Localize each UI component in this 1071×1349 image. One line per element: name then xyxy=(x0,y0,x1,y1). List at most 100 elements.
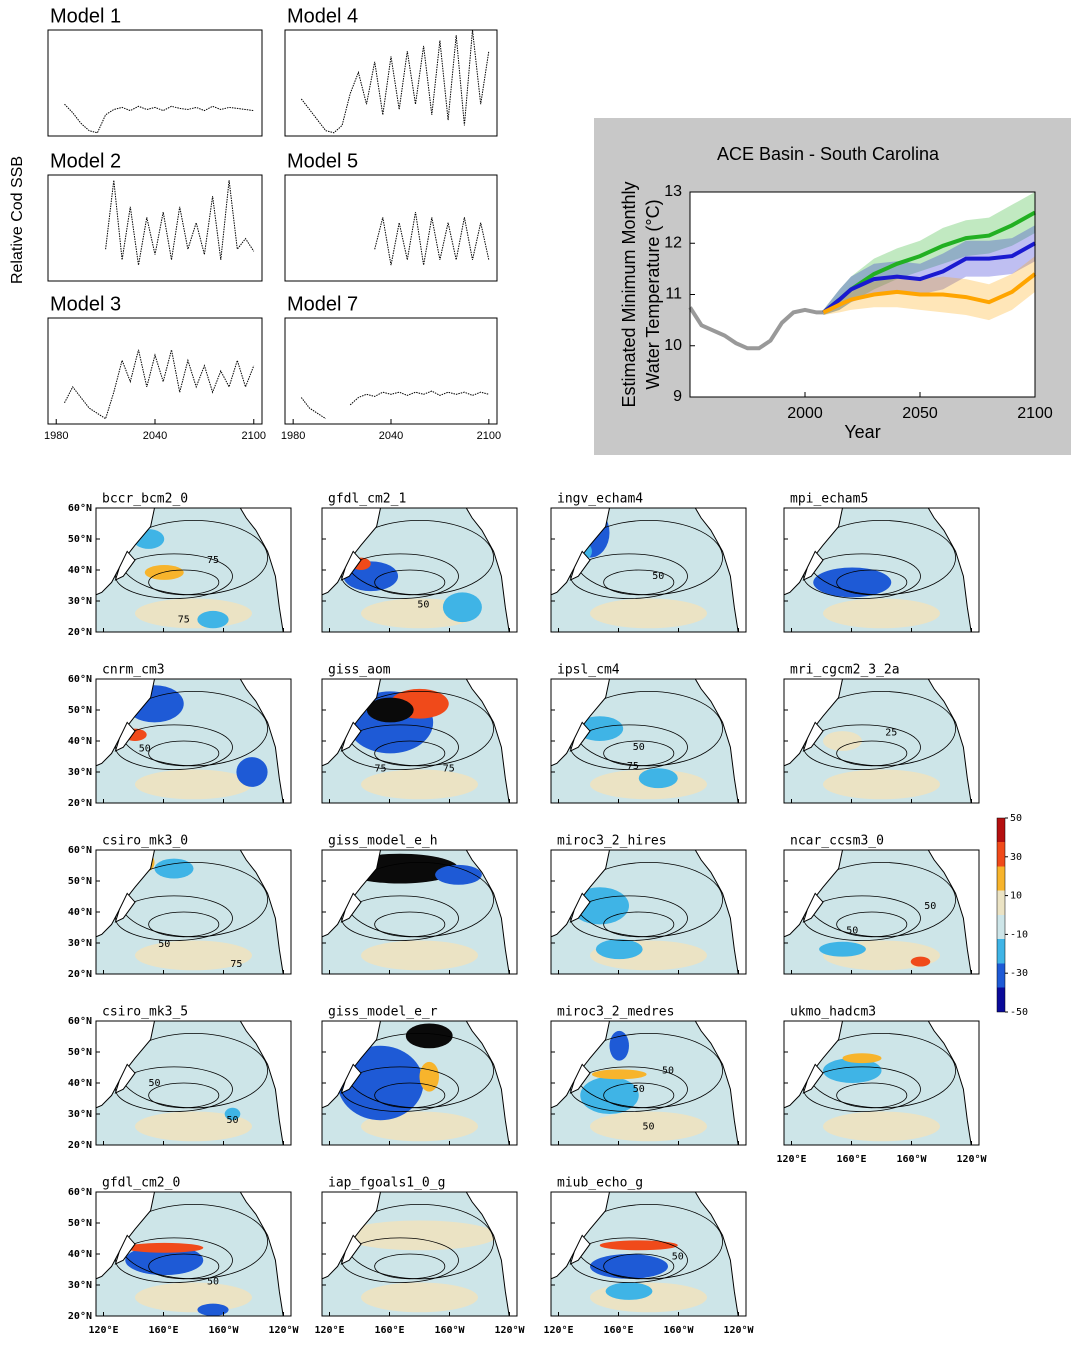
map-title: giss_model_e_h xyxy=(328,834,438,849)
colorbar xyxy=(996,817,1006,1013)
lat-tick-label: 40°N xyxy=(68,1078,92,1089)
y-axis-label: Water Temperature (°C) xyxy=(643,199,663,389)
contour-label: 50 xyxy=(417,600,429,611)
map-title: giss_aom xyxy=(328,663,391,678)
anomaly-patch xyxy=(638,768,678,789)
series-line xyxy=(300,390,489,420)
anomaly-patch xyxy=(405,1023,453,1049)
anomaly-patch xyxy=(823,598,940,629)
anomaly-patch xyxy=(135,940,252,971)
land xyxy=(340,1234,362,1265)
map-panel: giss_aom 75 75 xyxy=(321,663,518,804)
panel-title: Model 4 xyxy=(287,5,358,27)
map-title: giss_model_e_r xyxy=(328,1005,438,1020)
land xyxy=(694,679,746,803)
lat-tick-label: 20°N xyxy=(68,1311,92,1322)
chart-title: ACE Basin - South Carolina xyxy=(717,144,940,164)
anomaly-patch xyxy=(580,1076,639,1114)
lat-tick-label: 60°N xyxy=(68,845,92,856)
x-tick-label: 2100 xyxy=(242,430,266,442)
colorbar-tick-label: 50 xyxy=(1010,813,1022,824)
x-tick-label: 2000 xyxy=(787,405,823,422)
contour xyxy=(570,724,688,770)
y-tick-label: 13 xyxy=(664,183,682,200)
contour xyxy=(803,553,921,599)
x-tick-label: 2050 xyxy=(902,405,938,422)
land xyxy=(239,1021,291,1145)
colorbar-tick-label: 30 xyxy=(1010,852,1022,863)
contour xyxy=(341,724,459,770)
plot-frame xyxy=(284,29,498,137)
land xyxy=(927,508,979,632)
lat-tick-label: 20°N xyxy=(68,627,92,638)
map-field xyxy=(322,1021,517,1145)
lat-tick-label: 30°N xyxy=(68,938,92,949)
y-axis-label: Relative Cod SSB xyxy=(9,156,26,284)
anomaly-patch xyxy=(361,1282,478,1313)
map-panel: miub_echo_g 50 120°E 160°E 160°W 120°W xyxy=(543,1176,754,1337)
map-field xyxy=(551,1021,746,1145)
map-title: csiro_mk3_5 xyxy=(102,1005,188,1020)
lat-tick-label: 50°N xyxy=(68,876,92,887)
map-field xyxy=(551,1192,746,1316)
plot-frame xyxy=(47,317,263,425)
x-axis-label: Year xyxy=(844,422,880,442)
anomaly-patch xyxy=(366,697,414,723)
map-panel: ipsl_cm4 50 75 xyxy=(550,663,747,804)
anomaly-patch xyxy=(125,1242,204,1253)
map-title: iap_fgoals1_0_g xyxy=(328,1176,445,1191)
map-field xyxy=(551,508,746,632)
map-panel: miroc3_2_medres 50 50 50 xyxy=(550,1005,747,1146)
contour xyxy=(570,895,688,941)
map-field xyxy=(784,1021,979,1145)
land xyxy=(340,1063,362,1094)
contour-label: 50 xyxy=(652,571,664,582)
lon-tick-label: 160°W xyxy=(208,1325,239,1336)
map-field xyxy=(551,850,746,974)
land xyxy=(239,508,291,632)
series-line xyxy=(374,212,490,266)
land xyxy=(465,679,517,803)
map-field xyxy=(96,1021,291,1145)
map-field xyxy=(322,679,517,803)
contour xyxy=(341,1066,459,1112)
anomaly-patch xyxy=(236,757,268,787)
map-panel: ncar_ccsm3_0 50 50 xyxy=(783,834,980,975)
lat-tick-label: 50°N xyxy=(68,534,92,545)
lat-tick-label: 50°N xyxy=(68,1218,92,1229)
map-title: miroc3_2_hires xyxy=(557,834,667,849)
land xyxy=(694,508,746,632)
lat-tick-label: 20°N xyxy=(68,798,92,809)
anomaly-patch xyxy=(823,1058,882,1083)
x-tick-label: 2100 xyxy=(1017,405,1053,422)
map-title: gfdl_cm2_0 xyxy=(102,1176,180,1191)
y-tick-label: 10 xyxy=(664,337,682,354)
anomaly-patch xyxy=(599,1240,678,1251)
contour-label: 50 xyxy=(642,1121,654,1132)
contour xyxy=(803,1066,921,1112)
series-line xyxy=(105,180,255,266)
map-panel: csiro_mk3_5 50 50 60°N 50°N 40°N 30°N 20°N xyxy=(68,1005,292,1151)
plot-frame xyxy=(284,174,498,282)
colorbar-tick-label: -10 xyxy=(1010,929,1028,940)
map-field xyxy=(784,850,979,974)
y-axis-label: Estimated Minimum Monthly xyxy=(619,181,639,407)
map-title: mpi_echam5 xyxy=(790,492,868,507)
land xyxy=(465,1192,517,1316)
anomaly-patch xyxy=(361,940,478,971)
contour-label: 75 xyxy=(374,763,386,774)
panel-title: Model 5 xyxy=(287,150,358,172)
land xyxy=(239,850,291,974)
map-panel: ingv_echam4 50 xyxy=(550,492,747,633)
land xyxy=(340,721,362,752)
colorbar-tick-label: -30 xyxy=(1010,968,1028,979)
map-field xyxy=(322,850,517,974)
anomaly-patch xyxy=(135,769,252,800)
land xyxy=(114,892,136,923)
anomaly-patch xyxy=(337,1045,424,1121)
lon-tick-label: 120°W xyxy=(494,1325,525,1336)
panel-title: Model 3 xyxy=(50,293,121,315)
contour xyxy=(115,1066,233,1112)
contour xyxy=(570,1237,688,1283)
contour xyxy=(115,724,233,770)
